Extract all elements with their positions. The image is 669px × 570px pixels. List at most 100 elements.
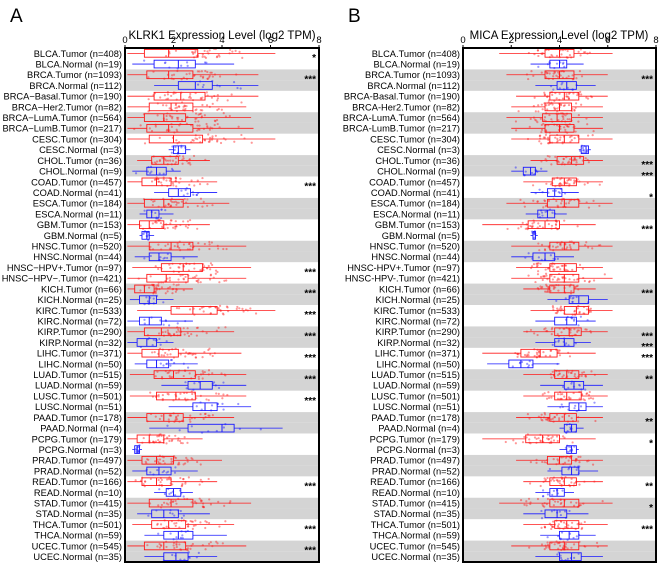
data-point [206,50,209,53]
data-point [163,492,167,496]
data-point [206,182,209,186]
category-label: THCA.Normal (n=59) [34,531,122,541]
data-point [175,416,178,419]
data-point [567,344,570,347]
data-point [563,510,567,513]
data-point [178,330,181,333]
data-point [571,300,574,303]
data-point [576,329,579,332]
data-point [174,49,178,52]
data-point [555,74,558,77]
data-point [164,55,168,58]
category-label: UCEC.Normal (n=35) [33,552,122,562]
data-point [569,456,572,459]
data-point [550,224,554,227]
data-point [176,439,180,442]
data-point [167,477,170,481]
data-point [539,117,542,120]
data-point [523,503,526,506]
data-point [175,502,178,505]
data-point [552,72,555,75]
data-point [558,479,561,482]
data-point [572,504,576,507]
data-point [551,326,554,329]
data-point [194,109,197,112]
data-point [544,133,548,137]
data-point [583,183,586,186]
data-point [162,459,165,463]
data-point [556,553,559,556]
data-point [168,285,172,289]
data-point [226,306,229,309]
data-point [193,382,196,385]
data-point [558,354,562,357]
data-point [182,277,185,280]
data-point [550,437,553,440]
data-point [546,154,549,158]
data-point [195,279,198,283]
data-point [152,200,155,203]
data-point [161,331,164,334]
data-point [154,375,157,378]
data-point [154,211,157,215]
data-point [186,220,190,223]
data-point [157,478,160,482]
data-point [241,307,244,310]
data-point [207,369,211,372]
data-point [202,417,205,421]
data-point [570,135,573,138]
data-point [580,374,583,377]
data-point [189,547,192,550]
significance-mark: *** [641,75,653,86]
data-point [254,312,258,315]
data-point [208,128,211,131]
data-point [565,92,568,96]
data-point [557,119,560,122]
data-point [207,542,211,545]
data-point [555,311,559,315]
data-point [179,392,182,395]
data-point [196,280,199,283]
data-point [166,436,169,439]
data-point [207,348,210,352]
data-point [567,459,570,462]
data-point [224,520,227,523]
data-point [221,397,224,400]
data-point [560,520,563,523]
data-point [199,521,202,524]
category-label: GBM.Tumor (n=153) [37,220,122,230]
row-band [463,80,656,91]
data-point [566,49,569,53]
data-point [194,112,198,115]
data-point [188,183,191,186]
data-point [160,544,163,547]
data-point [512,439,515,442]
data-point [222,408,225,411]
data-point [186,549,189,552]
data-point [536,49,539,52]
box [148,134,204,144]
data-point [169,159,172,162]
data-point [164,209,167,212]
data-point [201,53,204,56]
data-point [519,499,523,502]
data-point [161,156,164,159]
data-point [582,371,586,374]
data-point [159,221,163,225]
data-point [533,332,536,335]
data-point [552,489,556,492]
data-point [571,441,574,444]
data-point [573,157,576,160]
data-point [170,457,173,461]
data-point [205,398,208,401]
data-point [192,74,196,78]
data-point [557,459,560,462]
data-point [546,142,550,145]
data-point [165,471,168,474]
data-point [158,542,161,546]
data-point [216,108,219,112]
data-point [601,499,604,503]
data-point [544,327,547,330]
data-point [207,477,210,481]
box [141,231,150,240]
